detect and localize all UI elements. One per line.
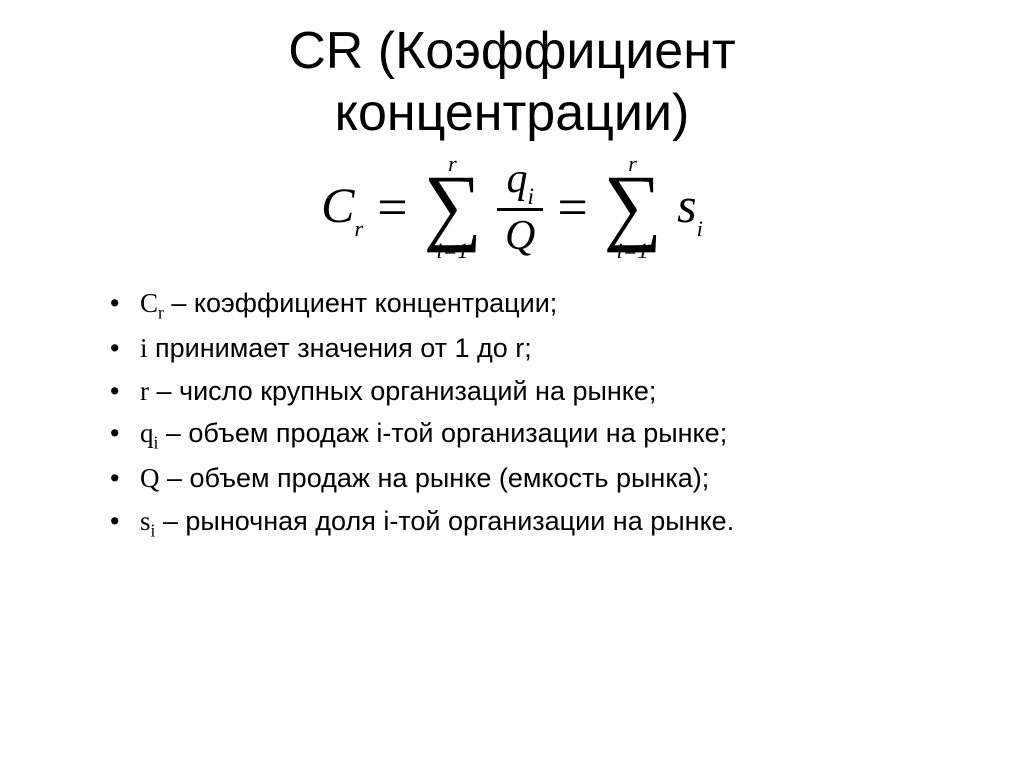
def-var: s [140,506,151,536]
def-text: – коэффициент концентрации; [164,288,557,318]
list-item: Q – объем продаж на рынке (емкость рынка… [110,457,964,500]
formula: Cr = r ∑ i=1 qi Q = r ∑ i=1 si [321,153,703,262]
rhs-var: s [677,177,696,233]
sigma-icon: ∑ [603,169,661,242]
def-text: – число крупных организаций на рынке; [149,376,656,406]
definitions-list: Cr – коэффициент концентрации; i принима… [60,282,964,545]
def-var: i [140,333,148,363]
frac-num-var: q [506,156,527,202]
slide-container: CR (Коэффициент концентрации) Cr = r ∑ i… [0,0,1024,768]
def-text: принимает значения от 1 до r; [148,333,532,363]
list-item: i принимает значения от 1 до r; [110,327,964,370]
def-text: – рыночная доля i-той организации на рын… [155,506,734,536]
title-line-1: CR (Коэффициент [288,22,736,80]
list-item: r – число крупных организаций на рынке; [110,370,964,413]
lhs: Cr [321,176,363,239]
formula-block: Cr = r ∑ i=1 qi Q = r ∑ i=1 si [60,153,964,262]
def-var: C [140,288,158,318]
def-var: r [140,376,149,406]
equals-2: = [557,176,587,238]
lhs-sub: r [354,216,363,241]
def-text: – объем продаж на рынке (емкость рынка); [160,463,710,493]
equals-1: = [377,176,407,238]
def-text: – объем продаж i-той организации на рынк… [158,418,727,448]
def-var: q [140,418,154,448]
fraction: qi Q [497,158,543,256]
frac-num-sub: i [527,183,533,209]
list-item: qi – объем продаж i-той организации на р… [110,412,964,457]
def-var: Q [140,463,160,493]
fraction-den: Q [497,208,543,257]
slide-title: CR (Коэффициент концентрации) [60,20,964,145]
sum-1: r ∑ i=1 [422,153,483,262]
list-item: si – рыночная доля i-той организации на … [110,500,964,545]
list-item: Cr – коэффициент концентрации; [110,282,964,327]
title-line-2: концентрации) [335,84,690,142]
fraction-num: qi [500,158,539,207]
rhs: si [677,176,703,239]
rhs-sub: i [697,216,703,241]
lhs-var: C [321,177,354,233]
sum-2: r ∑ i=1 [602,153,663,262]
sigma-icon: ∑ [423,169,481,242]
